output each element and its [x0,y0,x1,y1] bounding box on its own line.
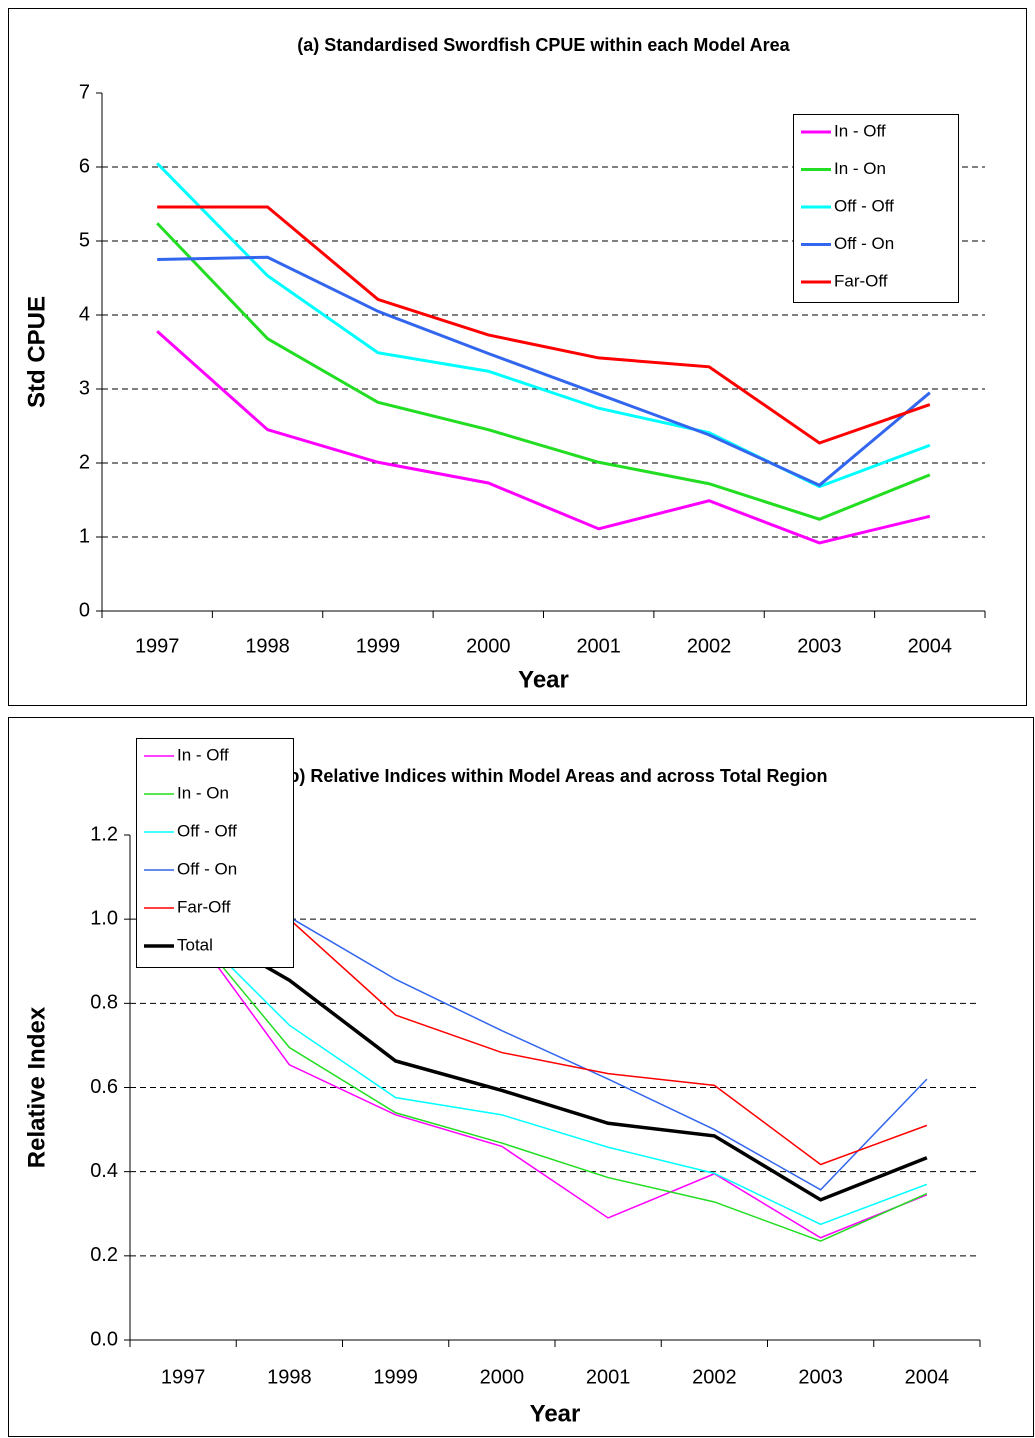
x-tick-label: 1998 [267,1366,312,1388]
x-tick-label: 2003 [797,635,842,657]
series-line [182,918,928,1226]
y-tick-label: 0.6 [90,1076,118,1098]
series-line [182,918,928,1239]
y-tick-label: 1.0 [90,907,118,929]
legend-label: Far-Off [834,271,888,290]
y-tick-label: 0.4 [90,1160,118,1182]
legend-label: In - Off [177,745,229,764]
x-tick-label: 2000 [480,1366,525,1388]
series-line [157,205,931,445]
y-tick-label: 0 [79,599,90,621]
series-line [156,222,931,521]
x-tick-label: 2002 [687,635,732,657]
y-tick-label: 0.0 [90,1328,118,1350]
y-axis-title: Relative Index [23,1006,50,1168]
series-line [156,330,931,545]
x-tick-label: 2001 [576,635,621,657]
y-tick-label: 6 [79,155,90,177]
panel-frame [8,8,1027,706]
x-tick-label: 1997 [161,1366,206,1388]
x-tick-label: 1999 [356,635,401,657]
series-line [182,917,928,1202]
x-axis-title: Year [530,1400,581,1427]
legend-label: Off - Off [177,821,237,840]
legend-label: Total [177,935,213,954]
chart-title: (a) Standardised Swordfish CPUE within e… [297,35,790,55]
x-tick-label: 2002 [692,1366,737,1388]
legend-label: In - Off [834,121,886,140]
x-tick-label: 2001 [586,1366,631,1388]
legend-box [136,738,294,968]
y-tick-label: 2 [79,451,90,473]
y-tick-label: 1 [79,525,90,547]
y-tick-label: 4 [79,303,90,325]
legend-label: Off - On [834,234,894,253]
y-tick-label: 3 [79,377,90,399]
series-line [182,918,928,1242]
series-line [157,255,931,487]
legend-label: Off - On [177,859,237,878]
legend-label: In - On [834,159,886,178]
panel-frame [8,717,1034,1437]
x-tick-label: 2003 [798,1366,843,1388]
legend-label: Far-Off [177,897,231,916]
y-tick-label: 0.2 [90,1244,118,1266]
series-line [183,918,928,1166]
series-line [183,916,928,1191]
y-tick-label: 7 [79,81,90,103]
x-tick-label: 1997 [135,635,180,657]
y-tick-label: 0.8 [90,992,118,1014]
x-axis-title: Year [518,666,569,693]
x-tick-label: 2004 [905,1366,950,1388]
y-axis-title: Std CPUE [23,296,50,408]
x-tick-label: 2000 [466,635,511,657]
chart-title: (b) Relative Indices within Model Areas … [282,766,827,786]
y-tick-label: 1.2 [90,823,118,845]
legend-label: In - On [177,783,229,802]
x-tick-label: 1999 [373,1366,418,1388]
legend-label: Off - Off [834,196,894,215]
x-tick-label: 1998 [245,635,290,657]
y-tick-label: 5 [79,229,90,251]
x-tick-label: 2004 [908,635,953,657]
